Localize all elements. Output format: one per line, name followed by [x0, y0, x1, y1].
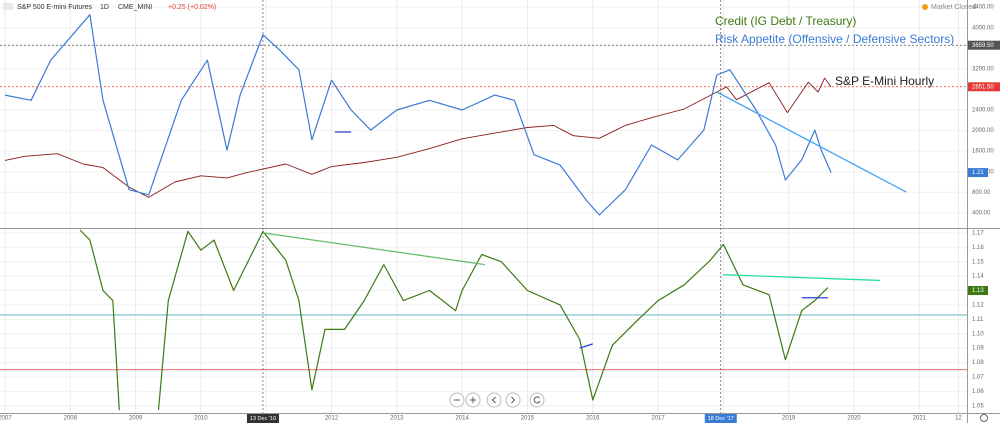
x-tick-label: 12 — [955, 416, 962, 422]
x-tick-label: 2007 — [0, 416, 12, 422]
y-tick-label: 1.09 — [972, 346, 984, 352]
date-label-box — [704, 414, 737, 423]
trend-line — [723, 274, 881, 282]
legend-label: S&P E-Mini Hourly — [835, 74, 934, 88]
grid — [0, 0, 967, 413]
y-tick-label: 1.11 — [972, 317, 984, 323]
price-label-box — [968, 82, 1000, 92]
trend-line — [716, 91, 907, 193]
y-tick-label: 1.08 — [972, 360, 984, 366]
legend-label: Risk Appetite (Offensive / Defensive Sec… — [715, 32, 954, 46]
x-tick-label: 2012 — [325, 416, 339, 422]
y-tick-label: 1.17 — [972, 230, 984, 236]
x-tick-label: 2010 — [194, 416, 208, 422]
settings-button[interactable] — [980, 414, 988, 422]
status-dot — [922, 4, 928, 10]
x-tick-label: 2014 — [455, 416, 469, 422]
series-line — [79, 229, 829, 411]
date-label-box — [246, 414, 279, 423]
y-tick-label: 1.16 — [972, 245, 984, 251]
date-label: 18 Dec '17 — [708, 416, 734, 422]
y-tick-label: 1.05 — [972, 403, 984, 409]
x-tick-label: 2015 — [521, 416, 535, 422]
y-tick-label: 4000.00 — [972, 25, 994, 31]
y-tick-label: 1.15 — [972, 259, 984, 265]
last-value-box — [968, 286, 988, 296]
price-label: 2851.50 — [972, 84, 994, 90]
y2-tick-label: 1.21 — [972, 170, 984, 176]
market-status: Market Closed — [931, 4, 976, 11]
scroll-left-button[interactable] — [486, 392, 502, 408]
scroll-left-icon — [491, 396, 496, 404]
x-tick-label: 2008 — [64, 416, 78, 422]
change: +0.25 (+0.02%) — [168, 4, 216, 11]
scroll-right-icon — [511, 396, 516, 404]
x-tick-label: 2017 — [651, 416, 665, 422]
y-tick-label: 1.14 — [972, 274, 984, 280]
y-tick-label: 400.00 — [972, 210, 991, 216]
interval: 1D — [100, 4, 109, 11]
symbol: S&P 500 E-mini Futures — [17, 4, 92, 11]
scroll-right-button[interactable] — [505, 392, 521, 408]
y-tick-label: 1.10 — [972, 331, 984, 337]
price-label-box — [968, 40, 1000, 50]
y-tick-label: 1600.00 — [972, 149, 994, 155]
trend-line — [262, 232, 486, 266]
last-value-label: 1.13 — [972, 288, 984, 294]
x-tick-label: 2009 — [129, 416, 143, 422]
x-tick-label: 2019 — [782, 416, 796, 422]
trend-line — [579, 343, 593, 349]
y-tick-label: 1.12 — [972, 303, 984, 309]
toolbar — [449, 392, 545, 408]
date-label: 13 Dec '10 — [250, 416, 276, 422]
x-tick-label: 2013 — [390, 416, 404, 422]
symbol-icon — [3, 3, 13, 10]
y-tick-label: 2400.00 — [972, 108, 994, 114]
x-tick-label: 2016 — [586, 416, 600, 422]
legend-label: Credit (IG Debt / Treasury) — [715, 14, 856, 28]
x-tick-label: 2021 — [913, 416, 927, 422]
y-tick-label: 1.07 — [972, 375, 984, 381]
x-tick-label: 2020 — [847, 416, 861, 422]
y-tick-label: 1.06 — [972, 389, 984, 395]
y-tick-label: 800.00 — [972, 190, 991, 196]
y-tick-label: 3200.00 — [972, 66, 994, 72]
exchange: CME_MINI — [118, 4, 152, 11]
reset-icon — [533, 396, 541, 404]
y-tick-label: 2000.00 — [972, 128, 994, 134]
y-tick-label: 4400.00 — [972, 5, 994, 11]
price-label: 3659.50 — [972, 43, 994, 49]
y2-label-box — [968, 168, 988, 178]
series-line — [4, 14, 832, 216]
reset-button[interactable] — [529, 392, 545, 408]
zoom-in-icon — [470, 397, 476, 403]
